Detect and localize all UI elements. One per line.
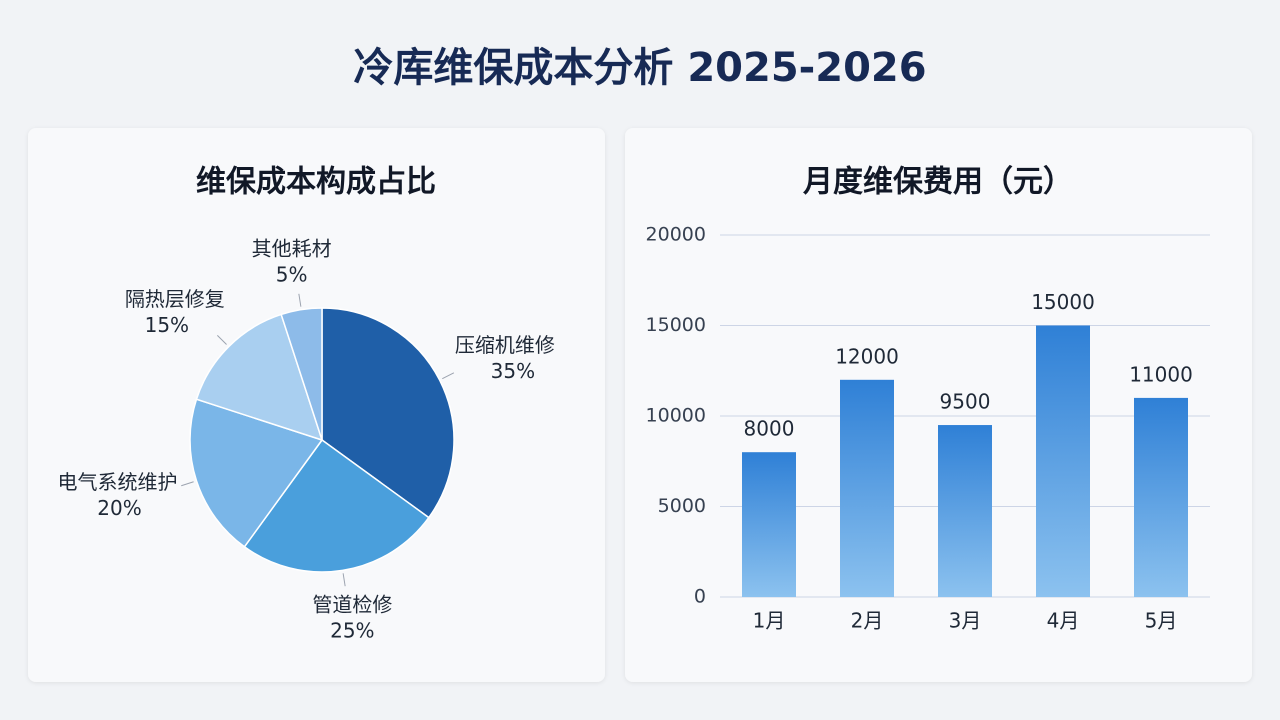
bar — [840, 379, 894, 597]
bar — [1036, 325, 1090, 597]
y-tick-label: 15000 — [646, 314, 706, 336]
slice-label: 其他耗材 — [252, 237, 332, 261]
leader-line — [342, 573, 346, 587]
slice-value-label: 15% — [145, 313, 189, 337]
leader-line — [181, 481, 194, 487]
bar — [1134, 397, 1188, 597]
leader-line — [442, 372, 455, 380]
slice-label: 管道检修 — [312, 592, 392, 616]
bar — [938, 425, 992, 597]
bar — [742, 452, 796, 597]
slice-value-label: 35% — [491, 359, 535, 383]
slice-label: 电气系统维护 — [57, 470, 177, 494]
chart-title: 月度维保费用（元） — [803, 165, 1073, 200]
bar-value-label: 11000 — [1129, 362, 1193, 386]
y-tick-label: 5000 — [658, 495, 706, 517]
x-tick-label: 4月 — [1047, 609, 1080, 633]
x-tick-label: 3月 — [949, 609, 982, 633]
pie-slice — [321, 307, 455, 519]
page-title: 冷库维保成本分析 2025-2026 — [353, 45, 926, 91]
bar-value-label: 8000 — [744, 417, 795, 441]
pie-slice — [243, 438, 430, 573]
bar-value-label: 12000 — [835, 344, 899, 368]
pie-slice — [189, 398, 324, 548]
pie-slice — [280, 307, 323, 441]
slice-label: 隔热层修复 — [125, 287, 225, 311]
x-tick-label: 5月 — [1145, 609, 1178, 633]
slice-value-label: 20% — [97, 496, 141, 520]
y-tick-label: 20000 — [646, 224, 706, 246]
y-tick-label: 10000 — [646, 405, 706, 427]
x-tick-label: 2月 — [851, 609, 884, 633]
slice-value-label: 5% — [276, 263, 308, 287]
x-tick-label: 1月 — [753, 609, 786, 633]
bar-value-label: 9500 — [940, 390, 991, 414]
slice-label: 压缩机维修 — [455, 333, 555, 357]
chart-title: 维保成本构成占比 — [196, 165, 436, 200]
slice-value-label: 25% — [330, 618, 374, 642]
leader-line — [298, 293, 302, 307]
leader-line — [216, 334, 227, 345]
pie-slice — [195, 313, 324, 442]
bar-value-label: 15000 — [1031, 290, 1095, 314]
y-tick-label: 0 — [694, 586, 706, 608]
